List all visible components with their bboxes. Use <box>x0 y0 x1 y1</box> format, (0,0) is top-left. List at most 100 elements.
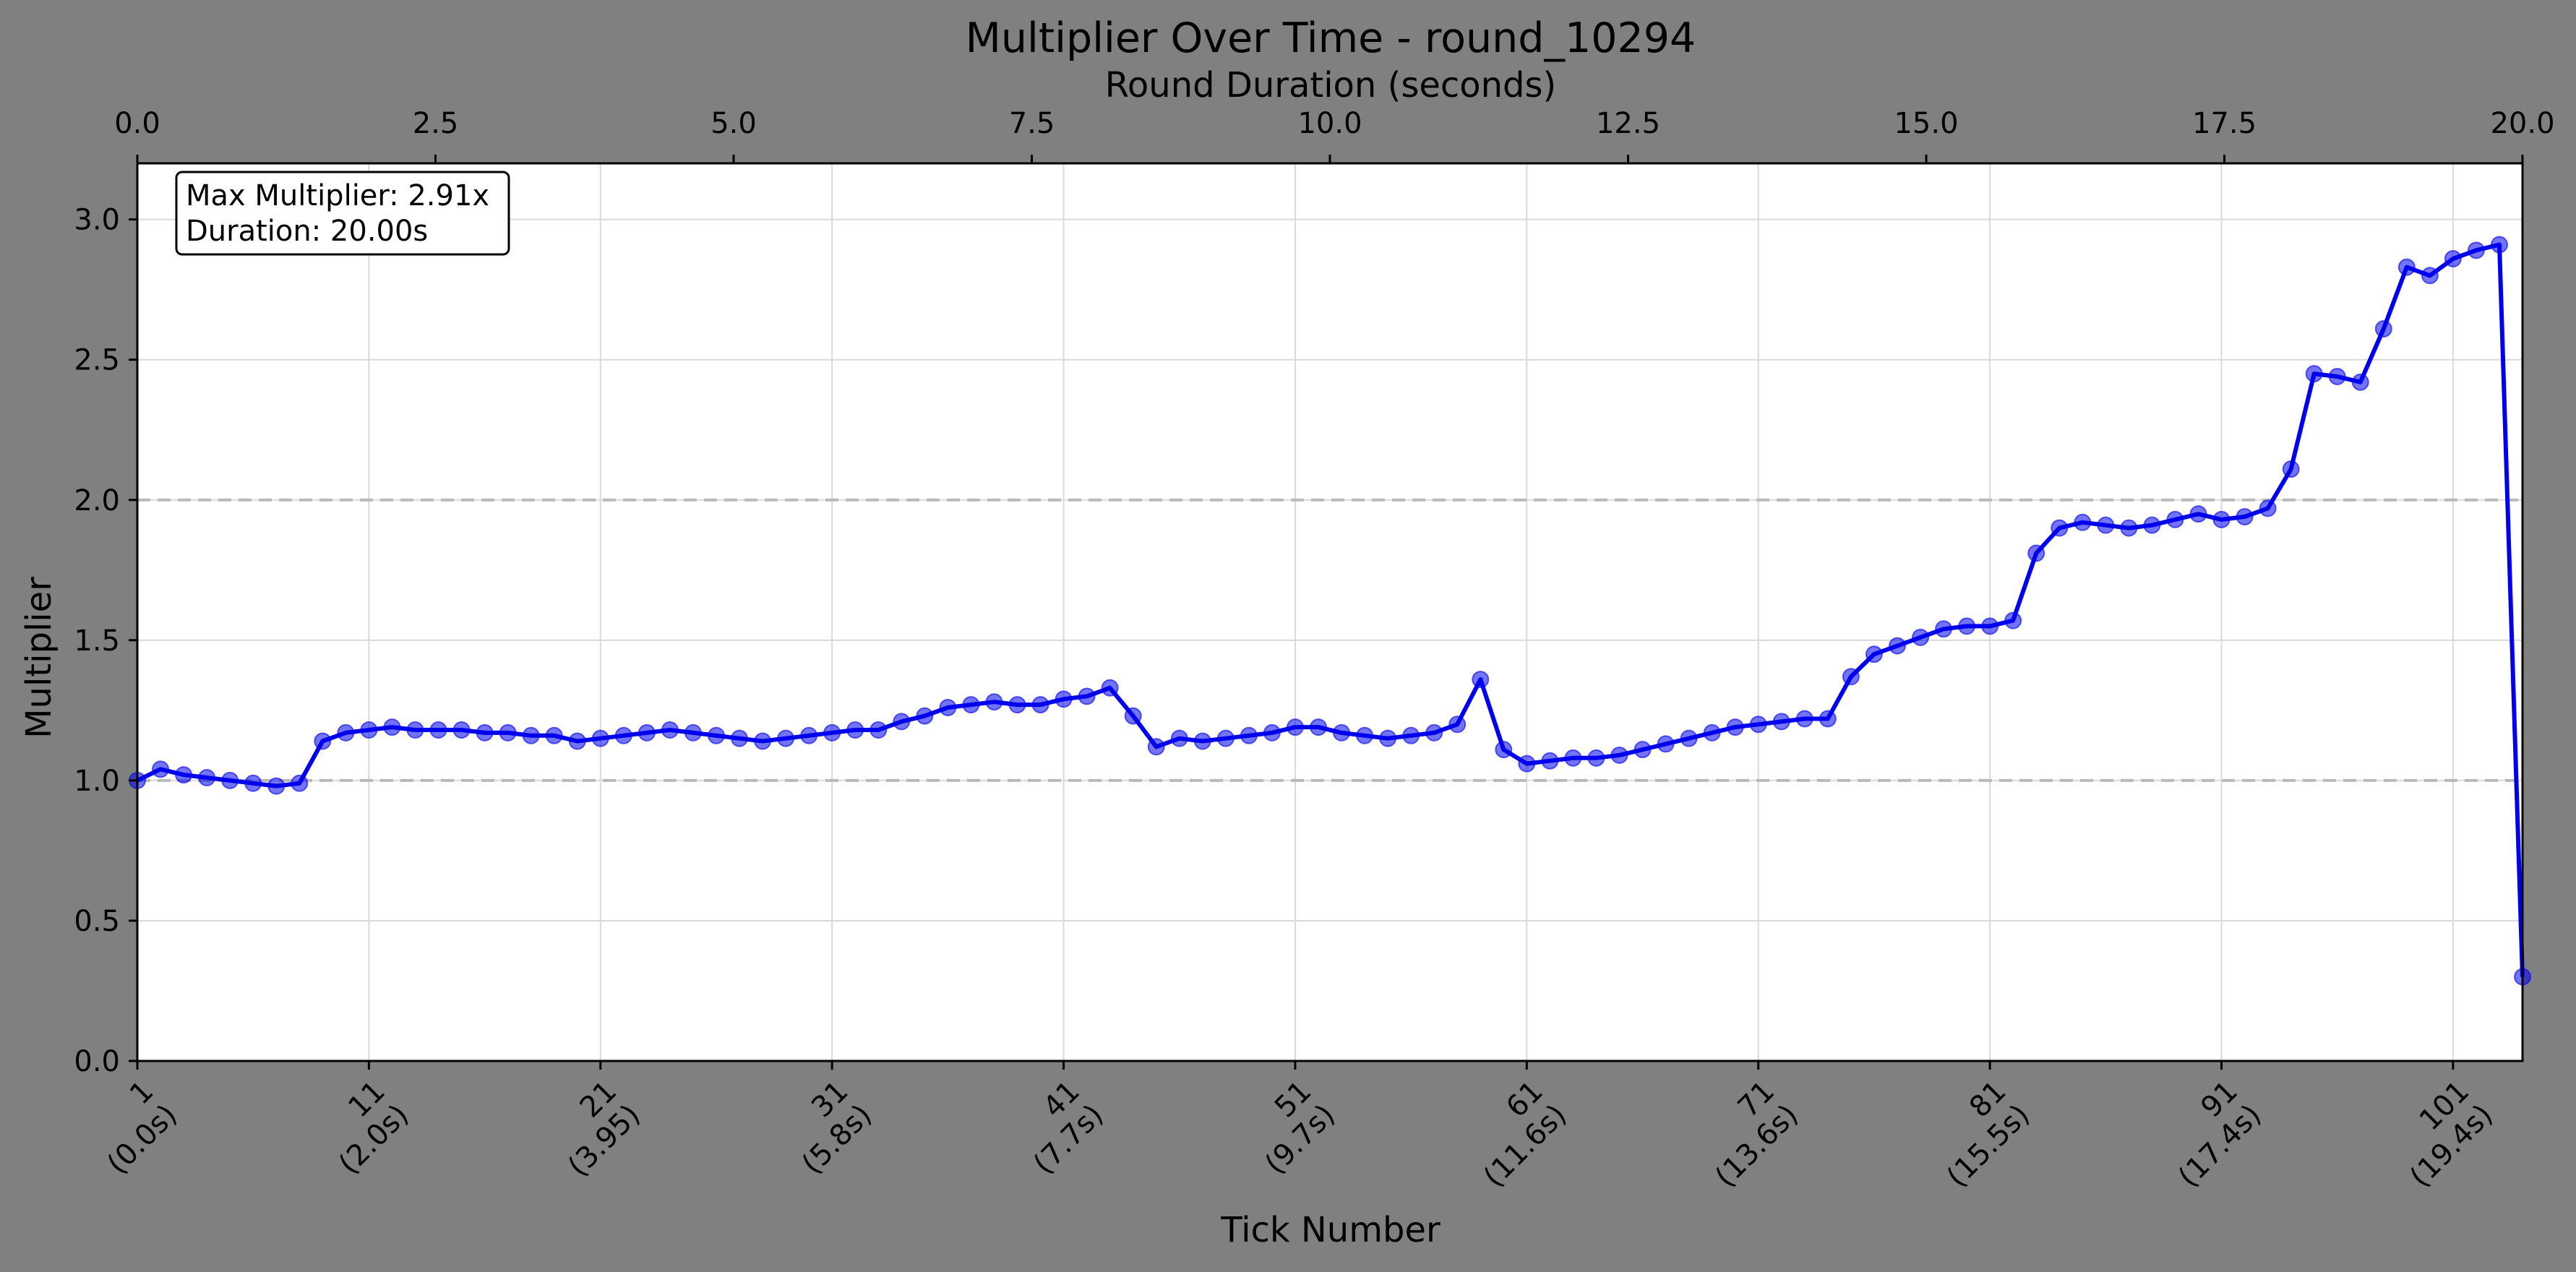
data-point <box>1680 729 1698 747</box>
data-point <box>568 732 586 750</box>
data-point <box>731 729 749 747</box>
top-x-tick-label: 0.0 <box>114 107 160 140</box>
data-point <box>1726 718 1744 736</box>
data-point <box>1124 707 1142 725</box>
data-point <box>2490 236 2508 254</box>
top-x-axis-label: Round Duration (seconds) <box>1105 65 1557 106</box>
bottom-x-tick-label: 51(9.7s) <box>1259 1075 1341 1181</box>
data-point <box>754 732 772 750</box>
bottom-x-tick-label: 71(13.6s) <box>1709 1075 1804 1194</box>
data-point <box>452 721 471 739</box>
data-point <box>337 723 355 742</box>
data-point <box>800 726 818 744</box>
data-point <box>1888 637 1906 655</box>
data-point <box>1448 716 1467 734</box>
data-point <box>1703 723 1721 742</box>
top-x-tick-label: 17.5 <box>2192 107 2257 140</box>
data-point <box>244 774 262 792</box>
chart-title: Multiplier Over Time - round_10294 <box>966 14 1696 62</box>
data-point <box>1587 749 1605 767</box>
data-point <box>2097 516 2115 534</box>
y-tick-label: 0.5 <box>74 905 120 938</box>
data-point <box>2212 510 2231 528</box>
data-point <box>2236 508 2254 526</box>
data-point <box>1379 729 1397 747</box>
data-point <box>916 707 934 725</box>
bottom-x-tick-label: 61(11.6s) <box>1477 1075 1573 1194</box>
data-point <box>1865 645 1883 663</box>
top-x-tick-label: 20.0 <box>2490 107 2554 140</box>
data-point <box>1749 716 1767 734</box>
top-x-tick-label: 10.0 <box>1297 107 1362 140</box>
data-point <box>1633 741 1652 759</box>
data-point <box>2328 367 2346 385</box>
y-tick-label: 2.0 <box>74 484 120 517</box>
data-point <box>1935 620 1953 638</box>
data-point <box>360 721 378 739</box>
data-point <box>591 729 609 747</box>
data-point <box>1795 710 1813 728</box>
data-point <box>893 713 911 731</box>
data-point <box>962 696 980 714</box>
annotation-box: Max Multiplier: 2.91x Duration: 20.00s <box>175 171 510 256</box>
data-point <box>2189 505 2207 523</box>
y-tick-label: 3.0 <box>74 204 120 237</box>
bottom-x-tick-time: (0.0s) <box>101 1098 184 1180</box>
data-point <box>1425 723 1443 742</box>
grid-lines <box>137 163 2523 1062</box>
bottom-x-tick-label: 91(17.4s) <box>2172 1075 2267 1194</box>
data-point <box>1842 668 1860 686</box>
data-point <box>1263 723 1281 742</box>
data-point <box>198 768 216 786</box>
data-point <box>1495 741 1513 759</box>
data-point <box>2004 611 2022 629</box>
bottom-x-tick-label: 41(7.7s) <box>1027 1075 1109 1181</box>
top-x-tick-label: 5.0 <box>710 107 757 140</box>
data-point <box>661 721 679 739</box>
data-point <box>1078 687 1096 705</box>
data-point <box>1193 732 1211 750</box>
data-point <box>2374 319 2392 338</box>
data-point <box>291 774 309 792</box>
data-point <box>2444 249 2462 267</box>
data-point <box>2166 510 2184 528</box>
data-point <box>499 723 517 742</box>
data-point <box>1981 617 1999 635</box>
data-point <box>2074 513 2092 531</box>
annotation-frame <box>175 171 510 256</box>
data-point <box>1402 726 1420 744</box>
data-point <box>2051 519 2069 537</box>
top-x-tick-label: 2.5 <box>413 107 459 140</box>
data-point <box>2282 460 2300 478</box>
data-point <box>2305 365 2323 383</box>
data-point <box>1911 628 1929 646</box>
top-x-tick-label: 15.0 <box>1894 107 1958 140</box>
y-tick-label: 1.5 <box>74 624 120 658</box>
data-point <box>684 723 702 742</box>
data-point <box>2259 499 2277 517</box>
data-point <box>1101 679 1119 697</box>
annotation-duration: Duration: 20.00s <box>186 215 428 248</box>
data-point <box>1472 671 1490 689</box>
data-point <box>221 771 239 789</box>
data-point <box>383 718 401 736</box>
bottom-x-tick-label: 21(3.95) <box>562 1075 647 1183</box>
data-point <box>637 723 656 742</box>
data-point <box>1958 617 1976 635</box>
annotation-max-multiplier: Max Multiplier: 2.91x <box>186 179 489 212</box>
data-point <box>1819 710 1837 728</box>
top-x-tick-label: 7.5 <box>1009 107 1055 140</box>
data-point <box>406 721 424 739</box>
data-point <box>1657 735 1675 753</box>
data-point <box>1518 755 1536 773</box>
data-point <box>985 693 1003 711</box>
data-point <box>476 723 494 742</box>
reference-lines <box>137 498 2523 782</box>
data-point <box>2027 544 2045 562</box>
data-point <box>1772 713 1790 731</box>
data-point <box>1286 718 1304 736</box>
data-point <box>707 726 725 744</box>
data-point <box>2421 267 2439 285</box>
bottom-x-tick-label: 81(15.5s) <box>1941 1075 2036 1194</box>
